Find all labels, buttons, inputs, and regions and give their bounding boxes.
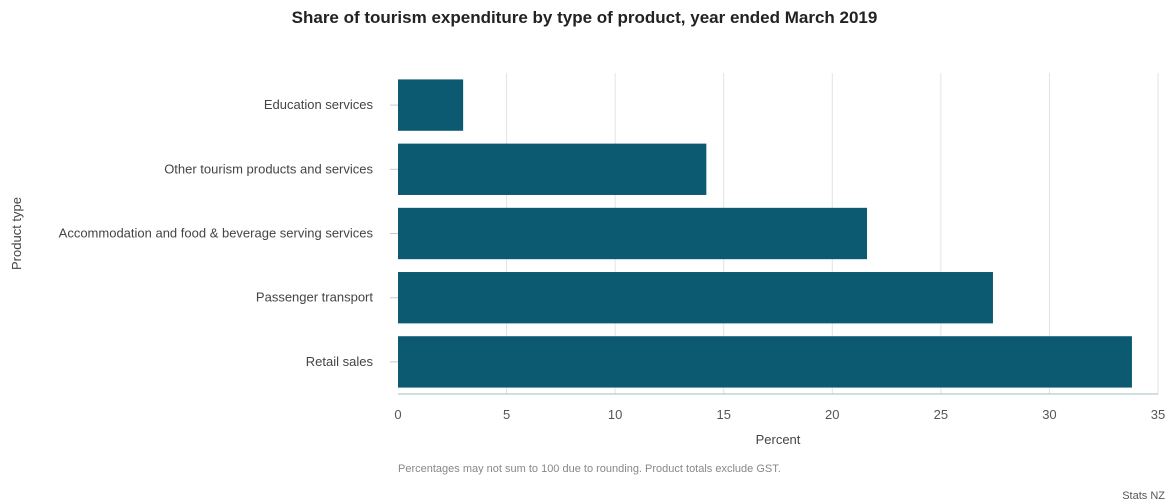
x-axis-title: Percent (756, 432, 801, 447)
bars (398, 79, 1132, 388)
bar (398, 336, 1132, 388)
x-tick-label: 25 (934, 407, 948, 422)
bar (398, 272, 993, 324)
source-credit: Stats NZ (1122, 490, 1165, 502)
bar (398, 79, 464, 131)
x-tick-label: 30 (1042, 407, 1056, 422)
x-tick-label: 10 (608, 407, 622, 422)
x-tick-label: 15 (716, 407, 730, 422)
y-axis-title: Product type (9, 197, 24, 270)
x-axis-ticks: 0 5 10 15 20 25 30 35 (394, 407, 1165, 422)
category-label: Passenger transport (256, 290, 373, 305)
x-tick-label: 35 (1151, 407, 1165, 422)
x-tick-label: 20 (825, 407, 839, 422)
bar (398, 207, 868, 260)
category-labels: Education services Other tourism products… (59, 97, 398, 369)
x-tick-label: 5 (503, 407, 510, 422)
category-label: Retail sales (306, 354, 374, 369)
x-tick-label: 0 (394, 407, 401, 422)
chart-title: Share of tourism expenditure by type of … (291, 8, 878, 27)
category-label: Education services (264, 97, 374, 112)
category-label: Other tourism products and services (164, 161, 373, 176)
bar (398, 143, 707, 195)
category-label: Accommodation and food & beverage servin… (59, 226, 374, 241)
footnote: Percentages may not sum to 100 due to ro… (398, 463, 781, 475)
